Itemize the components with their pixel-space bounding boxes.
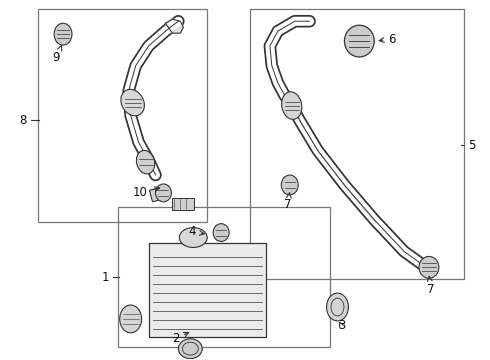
Ellipse shape — [213, 224, 229, 242]
Polygon shape — [166, 19, 183, 33]
Bar — [148, 243, 266, 337]
Ellipse shape — [281, 175, 298, 195]
Ellipse shape — [155, 184, 172, 202]
Ellipse shape — [54, 23, 72, 45]
Bar — [172, 198, 195, 210]
Ellipse shape — [326, 293, 348, 321]
Bar — [38, 9, 207, 222]
Ellipse shape — [282, 92, 302, 120]
Bar — [118, 207, 329, 347]
Text: 7: 7 — [284, 193, 292, 211]
Text: 2: 2 — [172, 332, 189, 345]
Text: 9: 9 — [52, 46, 62, 64]
Text: 7: 7 — [427, 276, 435, 296]
Text: 3: 3 — [338, 319, 345, 332]
Ellipse shape — [179, 228, 207, 247]
Text: 5: 5 — [468, 139, 475, 152]
Ellipse shape — [136, 150, 155, 174]
Text: 8: 8 — [20, 114, 27, 127]
Ellipse shape — [344, 25, 374, 57]
Bar — [149, 186, 170, 202]
Ellipse shape — [120, 305, 142, 333]
Ellipse shape — [121, 89, 145, 116]
Text: 4: 4 — [189, 225, 204, 238]
Text: 10: 10 — [133, 186, 160, 199]
Ellipse shape — [178, 339, 202, 359]
Bar — [250, 9, 464, 279]
Ellipse shape — [419, 256, 439, 278]
Text: 6: 6 — [379, 33, 396, 46]
Text: 1: 1 — [102, 271, 110, 284]
